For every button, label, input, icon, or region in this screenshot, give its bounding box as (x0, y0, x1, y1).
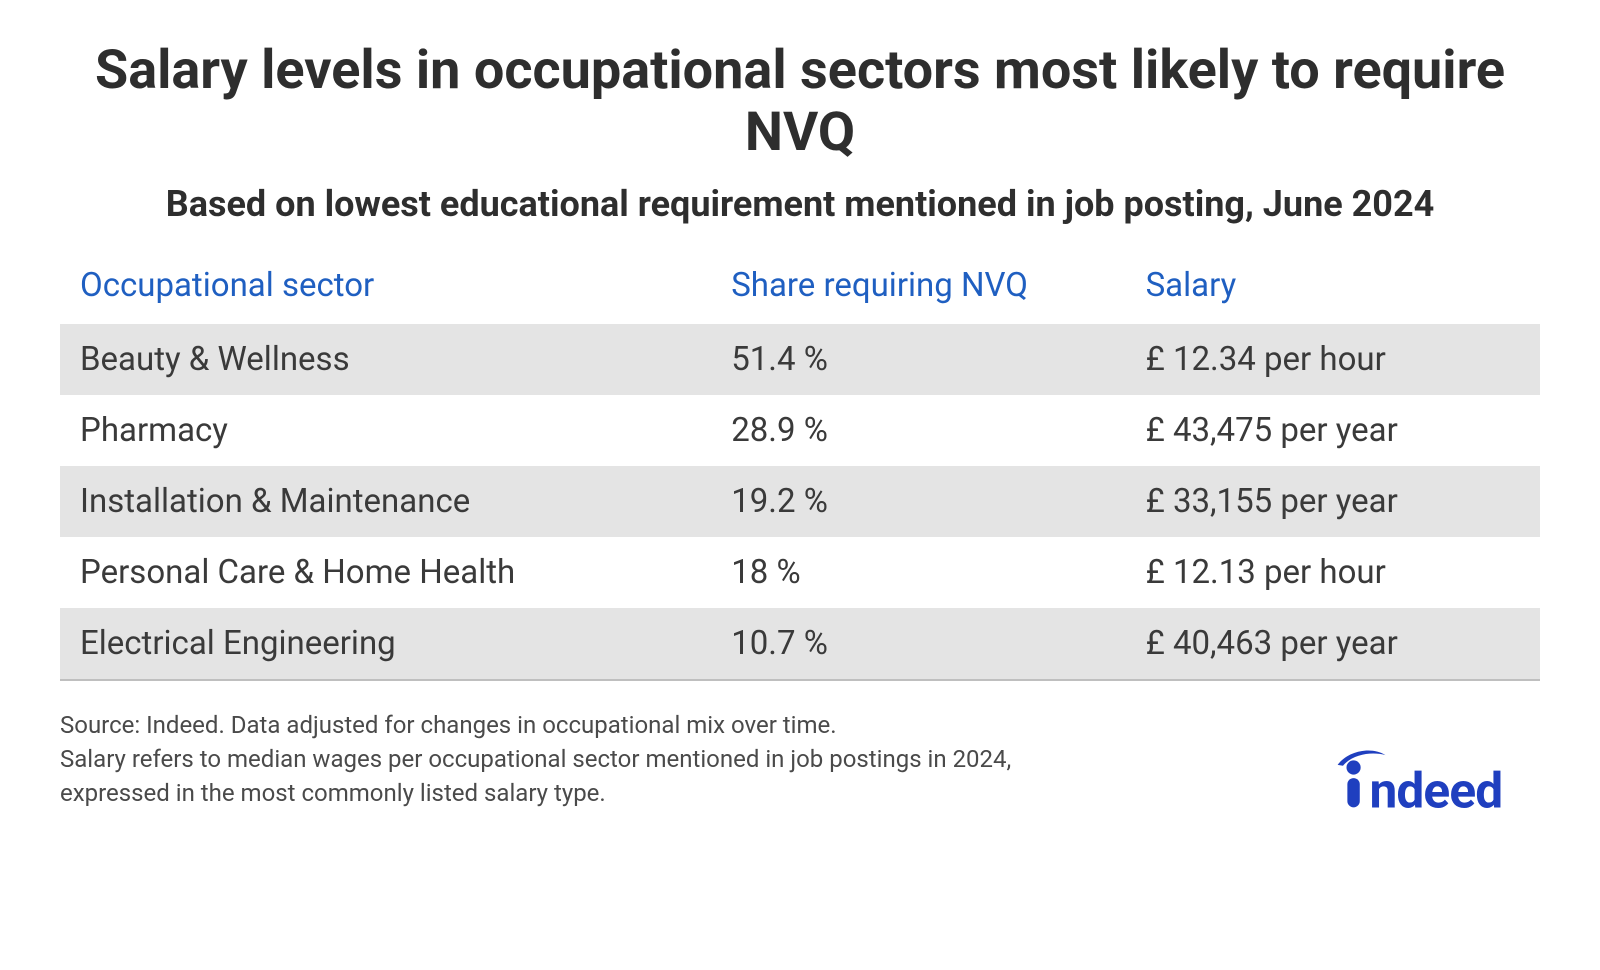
cell-sector: Electrical Engineering (60, 608, 711, 680)
cell-share: 10.7 % (711, 608, 1125, 680)
cell-share: 51.4 % (711, 324, 1125, 395)
table-row: Electrical Engineering 10.7 % £ 40,463 p… (60, 608, 1540, 680)
svg-text:ndeed: ndeed (1370, 763, 1503, 811)
page-title: Salary levels in occupational sectors mo… (60, 40, 1540, 164)
table-row: Beauty & Wellness 51.4 % £ 12.34 per hou… (60, 324, 1540, 395)
cell-sector: Beauty & Wellness (60, 324, 711, 395)
source-note: Source: Indeed. Data adjusted for change… (60, 709, 1011, 810)
cell-salary: £ 43,475 per year (1126, 395, 1540, 466)
source-line: expressed in the most commonly listed sa… (60, 777, 1011, 811)
table-header-row: Occupational sector Share requiring NVQ … (60, 255, 1540, 324)
col-header-share: Share requiring NVQ (711, 255, 1125, 324)
indeed-logo: ndeed (1327, 748, 1540, 810)
table-row: Personal Care & Home Health 18 % £ 12.13… (60, 537, 1540, 608)
cell-share: 28.9 % (711, 395, 1125, 466)
table-row: Pharmacy 28.9 % £ 43,475 per year (60, 395, 1540, 466)
footer: Source: Indeed. Data adjusted for change… (60, 709, 1540, 810)
salary-table: Occupational sector Share requiring NVQ … (60, 255, 1540, 681)
col-header-sector: Occupational sector (60, 255, 711, 324)
cell-salary: £ 12.13 per hour (1126, 537, 1540, 608)
cell-share: 18 % (711, 537, 1125, 608)
cell-sector: Personal Care & Home Health (60, 537, 711, 608)
cell-salary: £ 33,155 per year (1126, 466, 1540, 537)
source-line: Source: Indeed. Data adjusted for change… (60, 709, 1011, 743)
cell-salary: £ 12.34 per hour (1126, 324, 1540, 395)
cell-salary: £ 40,463 per year (1126, 608, 1540, 680)
cell-sector: Pharmacy (60, 395, 711, 466)
page-subtitle: Based on lowest educational requirement … (60, 182, 1540, 227)
source-line: Salary refers to median wages per occupa… (60, 743, 1011, 777)
table-row: Installation & Maintenance 19.2 % £ 33,1… (60, 466, 1540, 537)
cell-share: 19.2 % (711, 466, 1125, 537)
table-body: Beauty & Wellness 51.4 % £ 12.34 per hou… (60, 324, 1540, 680)
cell-sector: Installation & Maintenance (60, 466, 711, 537)
col-header-salary: Salary (1126, 255, 1540, 324)
